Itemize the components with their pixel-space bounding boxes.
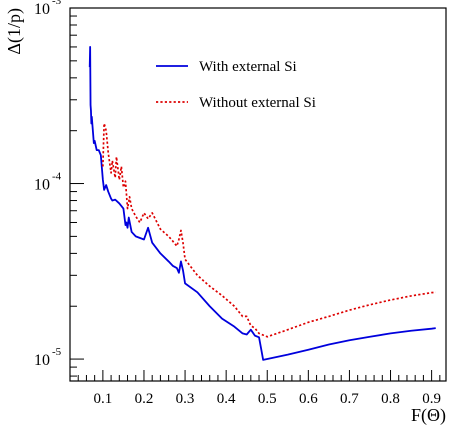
plot-frame	[69, 7, 447, 382]
x-tick-label: 0.2	[135, 391, 154, 407]
series-layer	[88, 46, 436, 361]
x-axis-title: F(Θ)	[411, 405, 446, 426]
legend-label-without-external-si: Without external Si	[199, 95, 316, 111]
x-tick-label: 0.8	[381, 391, 400, 407]
y-tick-label-base: 10	[34, 352, 50, 369]
axes-layer: 0.1 0.2 0.3 0.4 0.5 0.6 0.7 0.8 0.910-510-410-3	[34, 0, 447, 407]
x-tick-label: 0.3	[176, 391, 195, 407]
y-tick-label-base: 10	[34, 1, 50, 18]
x-tick-label: 0.1	[93, 391, 112, 407]
legend: With external Si Without external Si	[156, 59, 316, 111]
series-line-without-external-si	[102, 122, 436, 338]
series-line-with-external-si	[88, 46, 436, 361]
x-tick-label: 0.6	[299, 391, 318, 407]
y-axis-title: Δ(1/p)	[4, 8, 25, 55]
x-tick-label: 0.7	[340, 391, 359, 407]
y-tick-label-exponent: -5	[52, 346, 62, 358]
y-tick-label-exponent: -3	[52, 0, 62, 7]
x-tick-label: 0.5	[258, 391, 277, 407]
y-tick-label-exponent: -4	[52, 171, 62, 183]
y-tick-label-base: 10	[34, 177, 50, 194]
legend-label-with-external-si: With external Si	[199, 59, 297, 75]
x-tick-label: 0.4	[217, 391, 236, 407]
x-tick-label: 0.9	[422, 391, 441, 407]
